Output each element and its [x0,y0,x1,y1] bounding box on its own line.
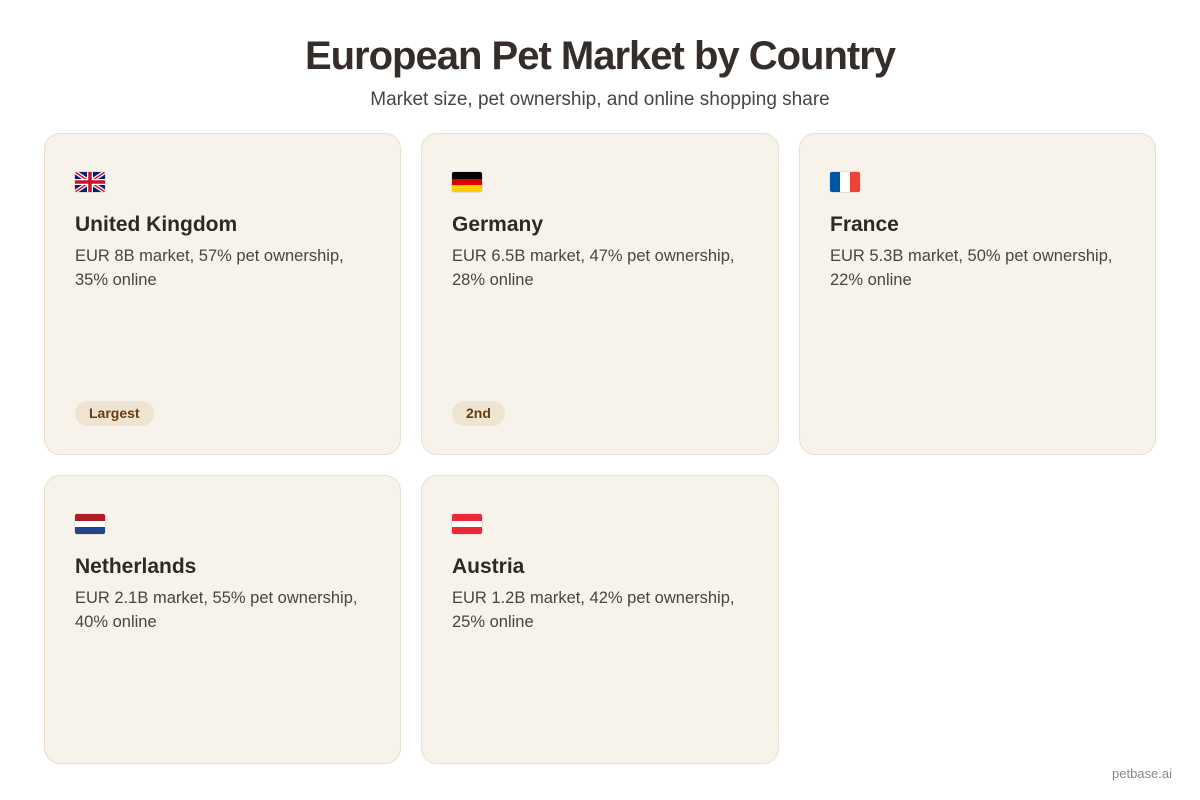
uk-flag-icon [75,172,105,192]
card-title: Germany [452,213,544,236]
austria-flag-icon [452,514,482,534]
watermark: petbase.ai [1112,766,1172,781]
rank-badge: Largest [75,401,154,426]
germany-flag-icon [452,172,482,192]
card-title: France [830,213,899,236]
country-card-france: France EUR 5.3B market, 50% pet ownershi… [799,133,1156,455]
country-card-netherlands: Netherlands EUR 2.1B market, 55% pet own… [44,475,401,764]
card-description: EUR 5.3B market, 50% pet ownership, 22% … [830,247,1113,289]
country-card-united-kingdom: United Kingdom EUR 8B market, 57% pet ow… [44,133,401,455]
card-description: EUR 8B market, 57% pet ownership, 35% on… [75,247,344,289]
netherlands-flag-icon [75,514,105,534]
page-subtitle: Market size, pet ownership, and online s… [370,89,830,110]
card-title: Netherlands [75,555,197,578]
page-title: European Pet Market by Country [304,34,896,78]
country-card-germany: Germany EUR 6.5B market, 47% pet ownersh… [421,133,779,455]
country-card-austria: Austria EUR 1.2B market, 42% pet ownersh… [421,475,779,764]
france-flag-icon [830,172,860,192]
card-description: EUR 6.5B market, 47% pet ownership, 28% … [452,247,735,289]
card-title: Austria [452,555,525,578]
card-description: EUR 2.1B market, 55% pet ownership, 40% … [75,589,358,631]
card-title: United Kingdom [75,213,238,236]
rank-badge: 2nd [452,401,505,426]
card-description: EUR 1.2B market, 42% pet ownership, 25% … [452,589,735,631]
